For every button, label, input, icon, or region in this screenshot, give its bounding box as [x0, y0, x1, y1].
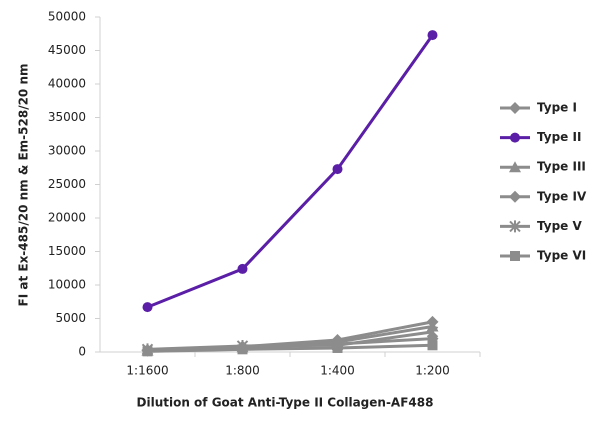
legend-label: Type III	[537, 160, 586, 174]
y-tick-label: 45000	[48, 43, 86, 57]
legend-label: Type V	[537, 219, 582, 233]
data-point	[426, 325, 439, 338]
x-tick-label: 1:800	[225, 364, 260, 378]
data-point	[237, 344, 248, 355]
data-point	[427, 340, 438, 351]
legend-marker	[510, 132, 520, 143]
legend-label: Type II	[537, 130, 581, 144]
y-tick-label: 25000	[48, 177, 86, 191]
y-tick-label: 0	[78, 345, 86, 359]
y-tick-label: 35000	[48, 110, 86, 124]
legend-label: Type I	[537, 101, 577, 115]
legend-marker	[509, 102, 521, 114]
legend-label: Type IV	[537, 189, 587, 203]
legend-marker	[509, 220, 521, 233]
y-tick-label: 30000	[48, 144, 86, 158]
data-point	[332, 342, 343, 353]
y-axis-title: FI at Ex-485/20 nm & Em-528/20 nm	[17, 64, 31, 307]
legend-label: Type VI	[537, 249, 586, 263]
series-line	[147, 330, 433, 351]
y-tick-label: 5000	[55, 311, 86, 325]
x-tick-label: 1:200	[415, 364, 450, 378]
y-tick-label: 15000	[48, 244, 86, 258]
data-point	[237, 263, 248, 274]
y-tick-label: 20000	[48, 211, 86, 225]
series-line	[147, 343, 433, 353]
data-point	[142, 302, 153, 313]
x-axis-title: Dilution of Goat Anti-Type II Collagen-A…	[137, 396, 434, 410]
data-point	[142, 346, 153, 357]
legend-marker	[509, 190, 521, 203]
x-tick-label: 1:400	[320, 364, 355, 378]
x-tick-label: 1:1600	[126, 364, 168, 378]
data-point	[332, 164, 343, 175]
y-tick-label: 40000	[48, 77, 86, 91]
series-line	[146, 34, 434, 309]
legend-marker	[509, 161, 521, 173]
data-point	[427, 30, 438, 41]
legend-marker	[510, 251, 520, 261]
y-tick-label: 50000	[48, 10, 86, 24]
y-tick-label: 10000	[48, 278, 86, 292]
